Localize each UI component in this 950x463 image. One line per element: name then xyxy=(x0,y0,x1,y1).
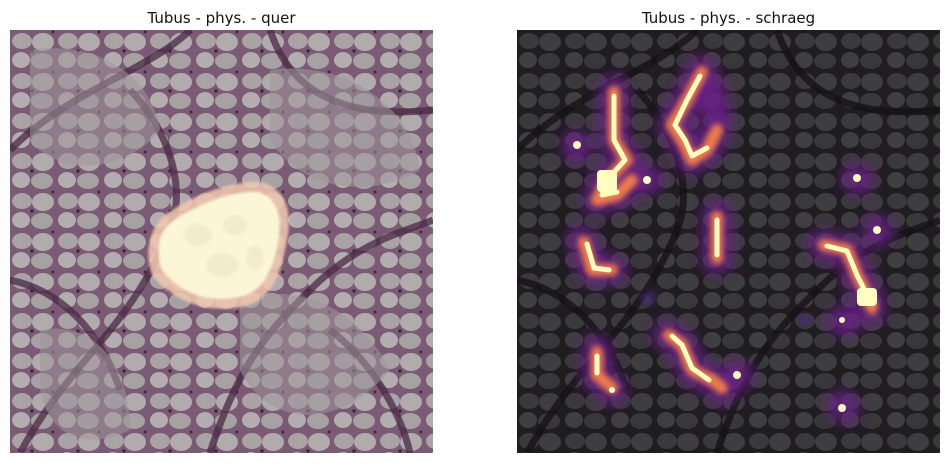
panel-title: Tubus - phys. - schraeg xyxy=(641,9,816,27)
histology-image-schraeg xyxy=(517,30,940,453)
segmentation-mask xyxy=(148,181,289,309)
histology-image-quer xyxy=(10,30,433,453)
panel-schraeg: Tubus - phys. - schraeg xyxy=(517,0,940,453)
panel-quer: Tubus - phys. - quer xyxy=(10,0,433,453)
panel-title: Tubus - phys. - quer xyxy=(147,9,296,27)
attention-heatmap xyxy=(562,55,894,423)
